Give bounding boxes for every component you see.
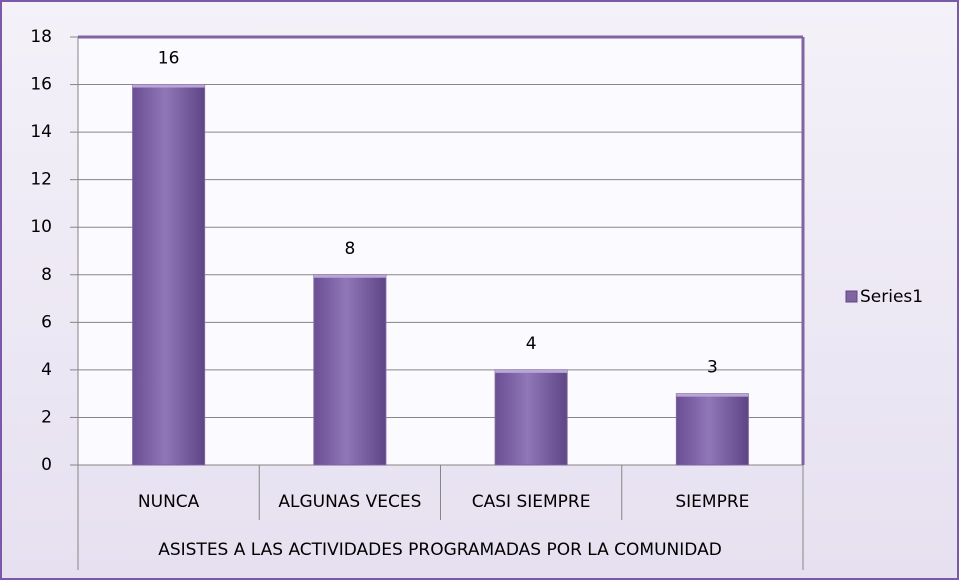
y-tick-label: 14 (30, 122, 52, 142)
data-label: 16 (158, 49, 180, 69)
y-tick-label: 18 (30, 27, 52, 47)
y-tick-label: 4 (41, 360, 52, 380)
data-label: 8 (344, 239, 355, 259)
y-tick-label: 8 (41, 265, 52, 285)
y-tick-label: 10 (30, 217, 52, 237)
x-axis-label: ASISTES A LAS ACTIVIDADES PROGRAMADAS PO… (158, 540, 722, 560)
data-label: 3 (707, 358, 718, 378)
x-tick-label: ALGUNAS VECES (278, 492, 421, 512)
x-tick-label: SIEMPRE (675, 492, 749, 512)
bar-cap (676, 393, 749, 397)
bar-cap (495, 369, 568, 373)
bar (132, 84, 206, 466)
y-tick-label: 16 (30, 75, 52, 95)
bar-cap (313, 274, 386, 278)
y-tick-label: 2 (41, 407, 52, 427)
x-tick-label: CASI SIEMPRE (472, 492, 591, 512)
bar (494, 369, 568, 466)
x-tick-label: NUNCA (138, 492, 200, 512)
y-tick-label: 0 (41, 455, 52, 475)
y-tick-label: 12 (30, 170, 52, 190)
bar (675, 393, 749, 466)
y-tick-label: 6 (41, 312, 52, 332)
bar-cap (132, 84, 205, 88)
legend-label: Series1 (860, 287, 923, 307)
bar (313, 274, 387, 466)
data-label: 4 (526, 334, 537, 354)
legend-swatch (845, 290, 858, 303)
